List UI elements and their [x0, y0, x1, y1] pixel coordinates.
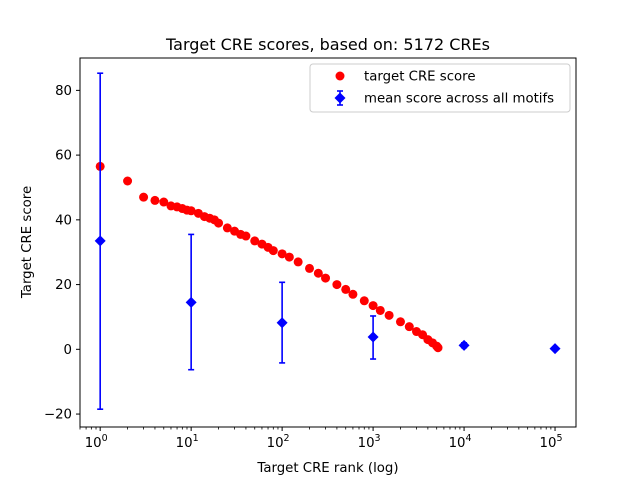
y-tick-label: 20 [55, 278, 72, 293]
y-axis-label: Target CRE score [20, 186, 35, 299]
red-point [186, 206, 196, 216]
red-point [159, 197, 169, 207]
blue-diamond-point [185, 296, 197, 308]
y-tick-label: −20 [44, 408, 72, 423]
x-tick-label: 102 [267, 433, 290, 451]
legend-entry-label: mean score across all motifs [364, 92, 554, 107]
red-point [241, 231, 251, 241]
red-point [214, 218, 224, 228]
red-point [139, 192, 149, 202]
x-tick-label: 100 [85, 433, 108, 451]
red-point [123, 176, 133, 186]
y-tick-label: 80 [55, 84, 72, 99]
x-axis-label: Target CRE rank (log) [256, 461, 398, 476]
plot-frame [79, 57, 577, 428]
red-point [368, 301, 378, 311]
legend: target CRE score mean score across all mo… [309, 63, 571, 113]
axes: 80 60 40 20 0 −20 100 101 102 103 104 105 [44, 57, 577, 451]
red-point [277, 249, 287, 259]
legend-marker-circle [335, 71, 345, 81]
red-point [321, 273, 331, 283]
red-point [284, 252, 294, 262]
blue-diamond-point [94, 235, 106, 247]
blue-diamond-point [458, 339, 470, 351]
series-2 [94, 72, 561, 410]
blue-diamond-point [276, 317, 288, 329]
red-point [404, 322, 414, 332]
legend-marker-diamond [334, 92, 346, 104]
red-point [268, 246, 278, 256]
red-point [222, 223, 232, 233]
red-point [293, 257, 303, 267]
y-tick-label: 60 [55, 149, 72, 164]
red-point [305, 263, 315, 273]
red-point [348, 289, 358, 299]
red-point [250, 236, 260, 246]
legend-box [309, 63, 571, 113]
red-point [359, 296, 369, 306]
red-point [375, 305, 385, 315]
red-point [313, 268, 323, 278]
blue-diamond-point [549, 343, 561, 355]
red-point [384, 310, 394, 320]
red-point [395, 317, 405, 327]
red-point [341, 284, 351, 294]
red-point [150, 195, 160, 205]
red-point [332, 280, 342, 290]
x-tick-label: 104 [449, 433, 472, 451]
legend-entry-label: target CRE score [364, 70, 476, 85]
blue-diamond-point [367, 331, 379, 343]
plot-area [94, 72, 561, 410]
series-1 [95, 161, 443, 353]
y-tick-label: 0 [64, 343, 72, 358]
chart-title: Target CRE scores, based on: 5172 CREs [165, 35, 490, 54]
y-tick-label: 40 [55, 213, 72, 228]
x-tick-label: 105 [540, 433, 563, 451]
red-point [433, 343, 443, 353]
x-tick-label: 101 [176, 433, 199, 451]
x-tick-label: 103 [358, 433, 381, 451]
